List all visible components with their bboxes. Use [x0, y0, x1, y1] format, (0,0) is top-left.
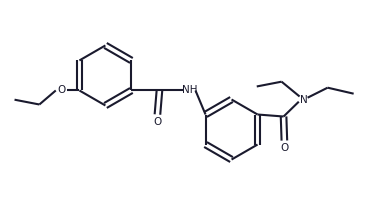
Text: N: N	[300, 95, 307, 105]
Text: O: O	[280, 143, 288, 153]
Text: NH: NH	[182, 85, 198, 95]
Text: O: O	[57, 85, 65, 95]
Text: O: O	[153, 117, 161, 127]
